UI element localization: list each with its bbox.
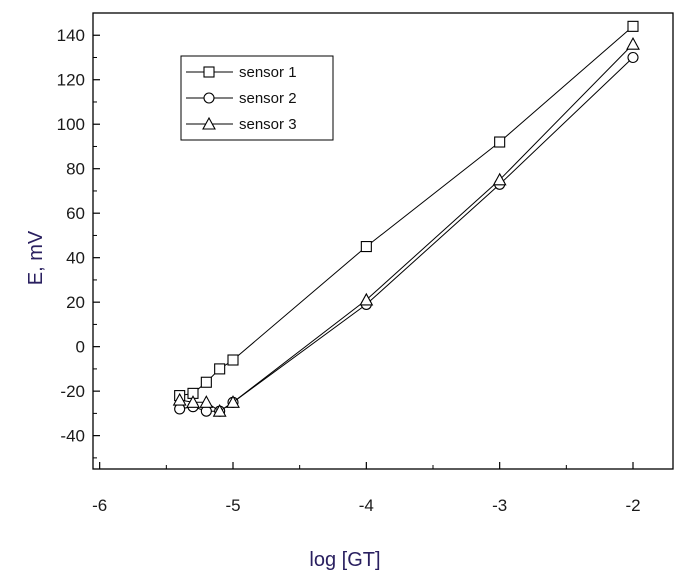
legend-entry-2: sensor 2 (186, 90, 297, 107)
series-layer (172, 20, 640, 417)
x-tick-label: -3 (492, 496, 507, 515)
x-tick-label: -4 (359, 496, 374, 515)
triangle-point (199, 395, 214, 408)
legend-entry-3: sensor 3 (186, 116, 297, 133)
y-tick-label: 40 (66, 249, 85, 268)
plot-frame (92, 12, 674, 470)
triangle-point (626, 36, 640, 50)
square-point (227, 354, 239, 366)
y-tick-label: 100 (57, 115, 85, 134)
series-3 (172, 36, 640, 417)
circle-point (627, 51, 639, 64)
legend: sensor 1 sensor 2 sensor 3 (180, 55, 334, 141)
y-tick-label: -20 (60, 382, 85, 401)
x-tick-label: -6 (92, 496, 107, 515)
legend-label: sensor 1 (239, 64, 297, 81)
square-point (214, 363, 226, 375)
x-tick-label: -5 (225, 496, 240, 515)
legend-marker (203, 66, 215, 78)
x-axis-title: log [GT] (309, 549, 380, 571)
y-tick-label: 60 (66, 204, 85, 223)
square-point (494, 136, 506, 148)
triangle-point (359, 292, 374, 306)
y-tick-label: 120 (57, 71, 85, 90)
y-tick-label: 80 (66, 160, 85, 179)
legend-entry-1: sensor 1 (186, 64, 297, 81)
y-tick-label: 140 (57, 26, 85, 45)
legend-label: sensor 2 (239, 90, 297, 107)
y-tick-label: 0 (76, 338, 85, 357)
triangle-point (186, 395, 200, 408)
triangle-point (172, 392, 187, 406)
y-axis-title: E, mV (25, 230, 47, 285)
square-point (200, 376, 212, 388)
legend-marker (203, 92, 215, 104)
y-tick-label: -40 (60, 427, 85, 446)
y-tick-label: 20 (66, 293, 85, 312)
square-point (627, 20, 639, 32)
x-axis: -6 -5 -4 -3 -2 (92, 462, 641, 515)
square-point (360, 241, 372, 253)
triangle-point (226, 395, 240, 408)
triangle-point (212, 404, 227, 417)
legend-marker (202, 116, 216, 130)
y-axis: -40 -20 0 20 40 60 80 100 120 140 (57, 12, 100, 459)
legend-label: sensor 3 (239, 116, 297, 133)
triangle-point (492, 172, 507, 186)
x-tick-label: -2 (625, 496, 640, 515)
